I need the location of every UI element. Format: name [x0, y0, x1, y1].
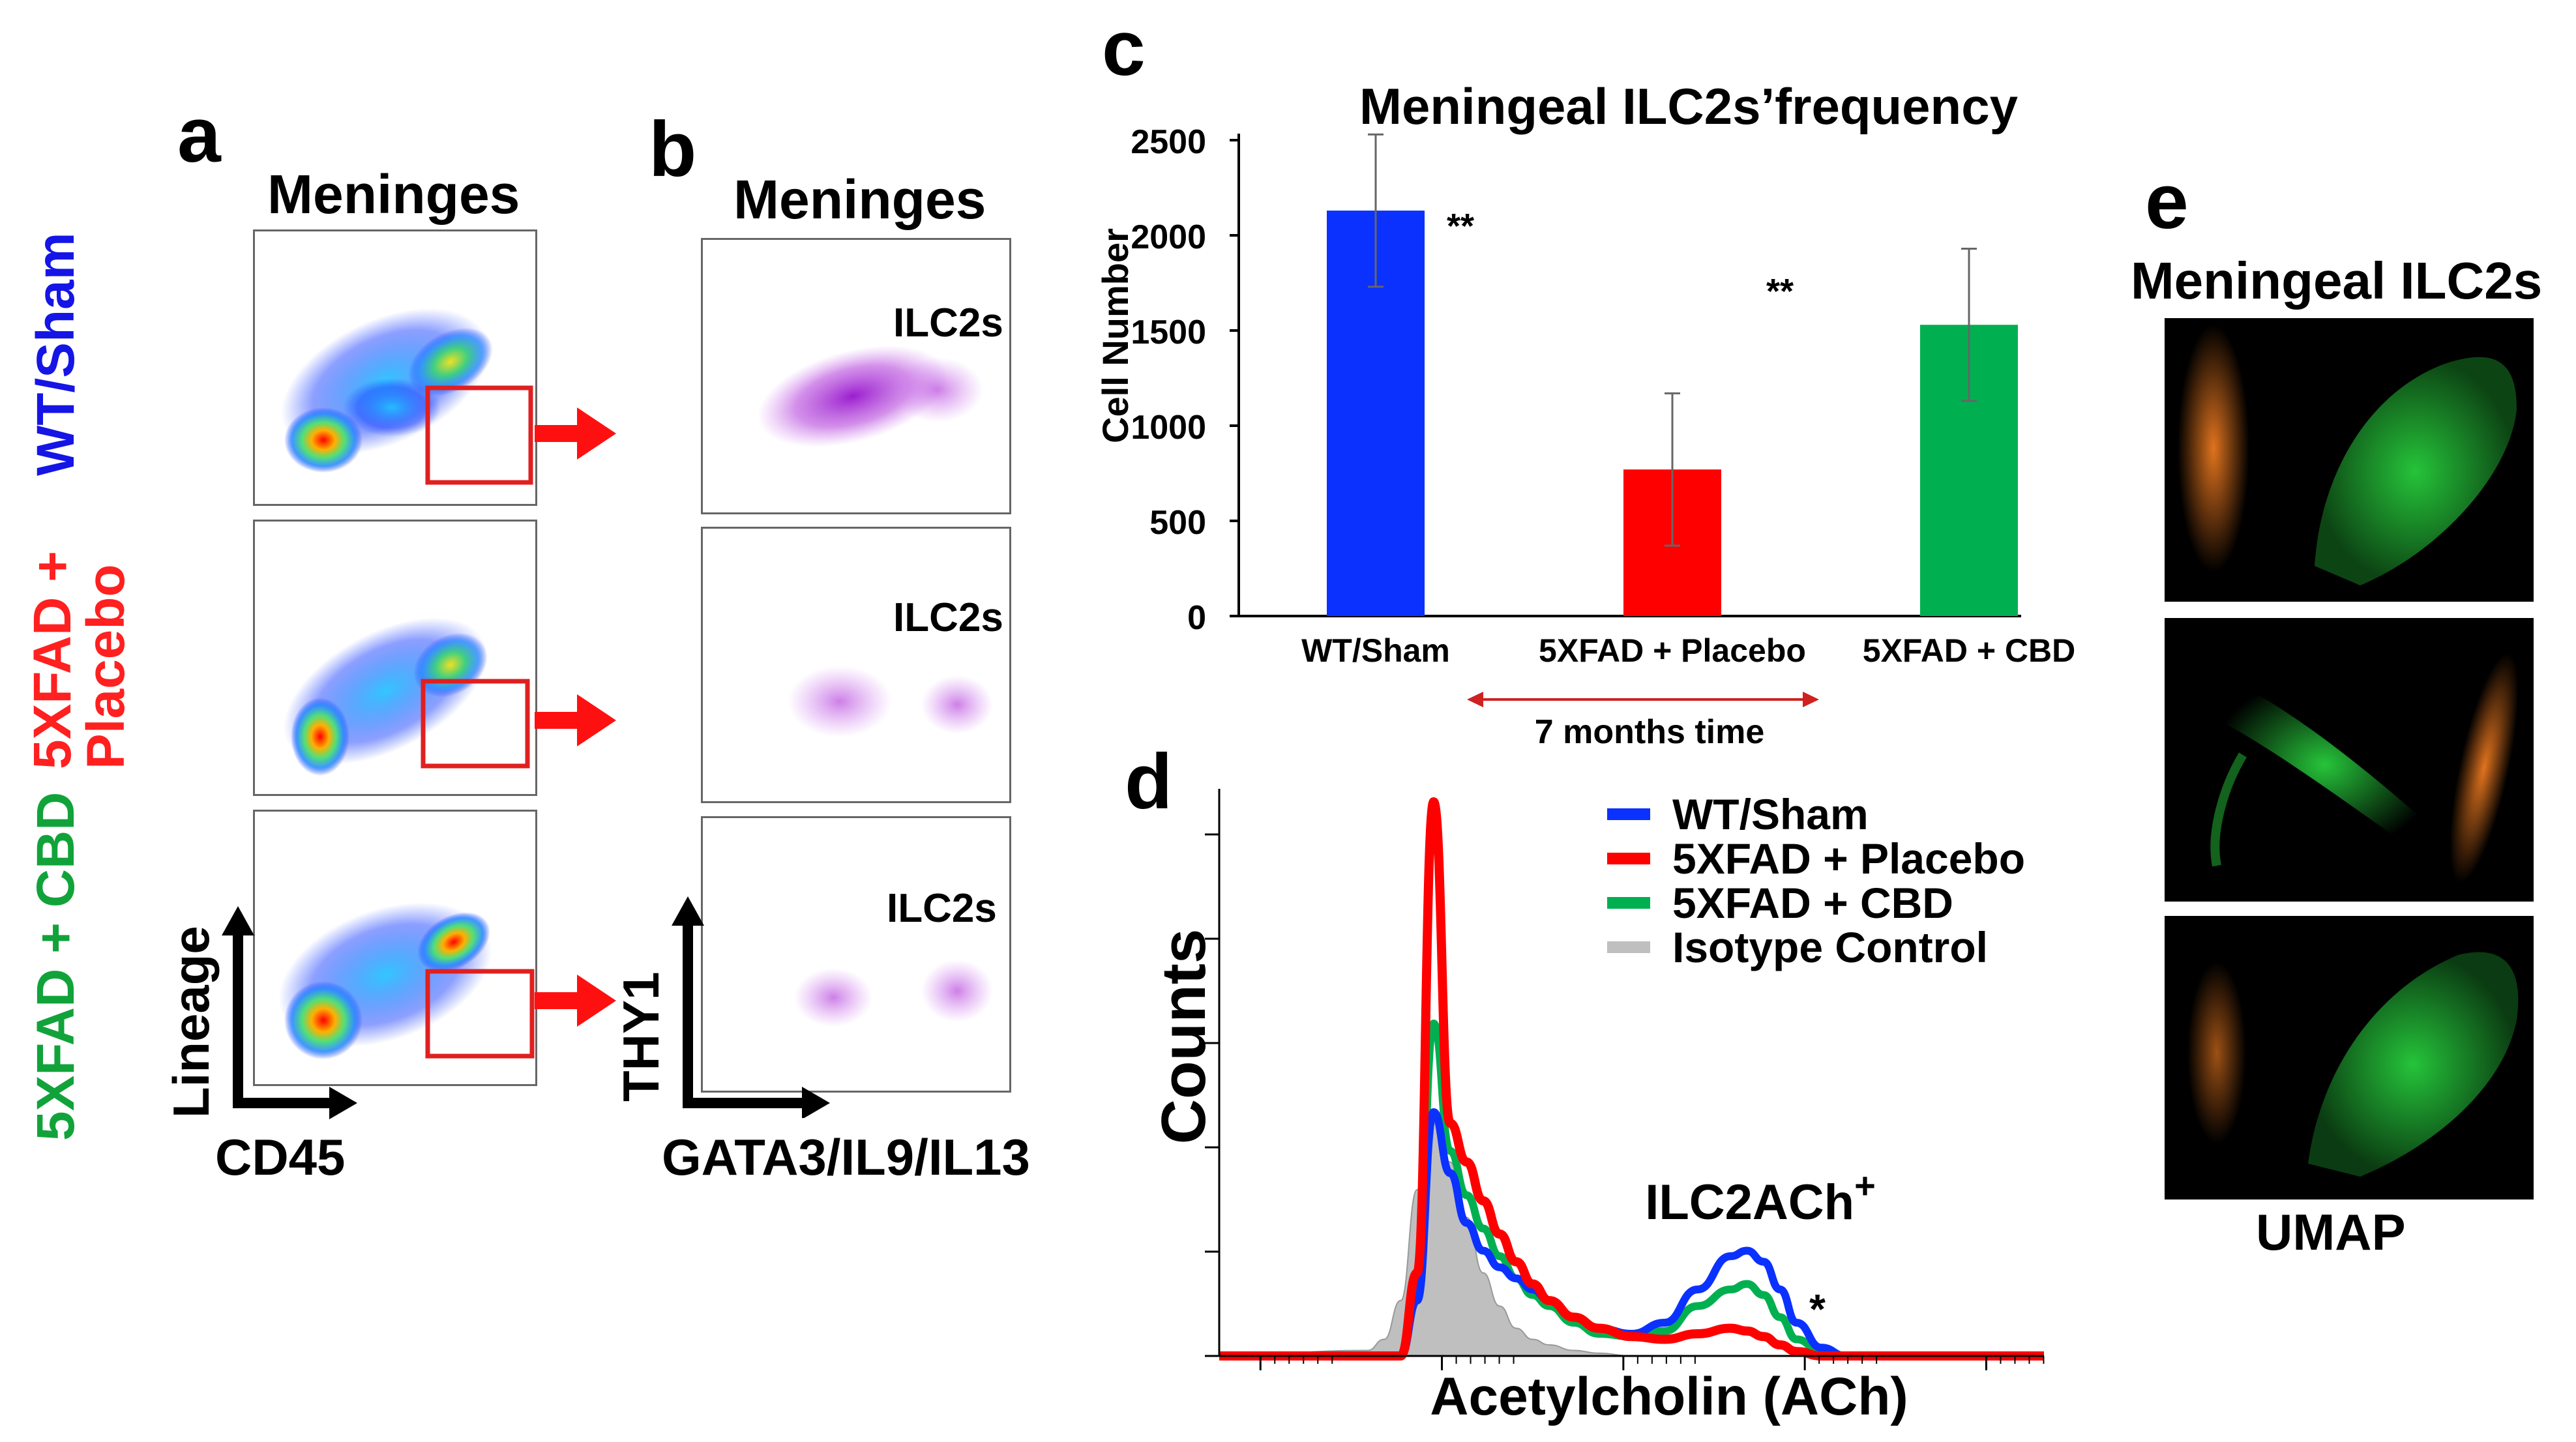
row-label-placebo-line1: 5XFAD + [23, 551, 82, 769]
chart-c-ytick-label: 2000 [1131, 218, 1206, 256]
chart-c-ytick-label: 1000 [1131, 409, 1206, 447]
panel-letter-d: d [1125, 738, 1173, 825]
umap-scatter-cbd [2187, 952, 2519, 1177]
gate-label-b-wt: ILC2s [893, 301, 1003, 346]
axis-arrows-a [222, 906, 357, 1119]
panel-letter-a: a [177, 91, 221, 179]
chart-c-ylabel: Cell Number [1095, 228, 1136, 443]
row-label-wt-sham: WT/Sham [26, 232, 85, 476]
chart-d-series-line [1219, 1108, 2044, 1360]
histogram-d: Acetylcholin (ACh) Counts ILC2ACh+ * WT/… [1149, 789, 2045, 1426]
chart-d-peak-label: ILC2ACh+ [1645, 1165, 1876, 1230]
chart-d-series-isotype-fill [1219, 1122, 2044, 1357]
flow-scatter-b-cbd [794, 960, 993, 1027]
chart-c-significance: ** [1766, 272, 1794, 311]
chart-c-significance: ** [1447, 207, 1474, 246]
panel-letter-b: b [649, 106, 697, 193]
umap-plot-wt [2165, 318, 2534, 602]
gate-label-b-placebo: ILC2s [893, 595, 1003, 640]
gate-a-wt [425, 385, 533, 485]
chart-d-legend-swatch [1607, 897, 1650, 909]
flow-scatter-b-wt [757, 346, 983, 447]
chart-d-peak-label-sup: + [1854, 1165, 1876, 1206]
chart-d-legend-label: Isotype Control [1672, 923, 1988, 971]
umap-scatter-wt [2178, 325, 2517, 585]
flow-plot-b-placebo [701, 527, 1011, 803]
chart-d-peak-label-text: ILC2ACh [1645, 1175, 1854, 1230]
chart-d-legend-label: WT/Sham [1672, 790, 1869, 838]
row-label-cbd-text: 5XFAD + CBD [26, 791, 85, 1141]
flow-plot-b-wt [701, 238, 1011, 514]
chart-c-category-label: 5XFAD + CBD [1863, 632, 2075, 669]
arrow-wt [535, 407, 616, 460]
axis-label-thy1: THY1 [612, 971, 670, 1102]
chart-c-ytick-label: 500 [1149, 504, 1206, 542]
chart-d-legend-swatch [1607, 853, 1650, 864]
panel-a-title: Meninges [267, 164, 520, 225]
row-label-cbd: 5XFAD + CBD [26, 791, 85, 1141]
bar-chart-c: Meningeal ILC2s’frequency Cell Number 0 5… [1095, 78, 2075, 751]
gate-label-b-cbd: ILC2s [887, 886, 997, 931]
chart-d-legend-label: 5XFAD + Placebo [1672, 834, 2025, 883]
row-label-wt-sham-text: WT/Sham [26, 232, 85, 476]
row-label-placebo-line2: Placebo [76, 564, 136, 769]
flow-plot-a-placebo [253, 520, 537, 796]
chart-d-xlabel: Acetylcholin (ACh) [1430, 1367, 1908, 1426]
chart-c-ytick-label: 0 [1187, 599, 1206, 637]
axis-label-umap: UMAP [2256, 1203, 2406, 1261]
chart-d-legend-swatch [1607, 808, 1650, 820]
axis-label-gata3: GATA3/IL9/IL13 [662, 1128, 1030, 1186]
gate-a-placebo [421, 679, 530, 769]
panel-e-title: Meningeal ILC2s [2131, 252, 2543, 310]
axis-label-lineage: Lineage [162, 926, 220, 1118]
flow-density-a-cbd [278, 902, 535, 1059]
arrow-cbd [535, 975, 616, 1027]
panel-letter-c: c [1102, 5, 1146, 92]
flow-scatter-b-placebo [788, 666, 993, 737]
chart-c-ytick-label: 1500 [1131, 314, 1206, 351]
axis-label-cd45: CD45 [215, 1128, 346, 1186]
flow-density-a-wt [281, 308, 533, 485]
umap-plot-cbd [2165, 916, 2534, 1199]
flow-plot-b-cbd [701, 816, 1011, 1093]
flow-plot-a-wt [253, 229, 537, 506]
chart-d-significance: * [1809, 1286, 1826, 1332]
gate-a-cbd [425, 969, 535, 1059]
panel-letter-e: e [2145, 158, 2189, 245]
chart-d-series-line [1219, 1020, 2044, 1360]
chart-c-annotation: 7 months time [1535, 713, 1765, 751]
flow-density-a-placebo [284, 617, 530, 776]
chart-c-category-label: WT/Sham [1301, 632, 1450, 669]
panel-b-title: Meninges [733, 169, 986, 230]
umap-scatter-placebo [2210, 653, 2519, 883]
chart-d-series-line [1219, 797, 2044, 1361]
row-label-placebo: 5XFAD + Placebo [23, 551, 136, 769]
chart-c-category-label: 5XFAD + Placebo [1539, 632, 1806, 669]
axis-arrows-b [672, 896, 830, 1118]
chart-d-legend-label: 5XFAD + CBD [1672, 879, 1953, 927]
chart-c-title: Meningeal ILC2s’frequency [1359, 78, 2018, 135]
chart-c-time-arrowhead-left [1467, 692, 1483, 707]
chart-d-legend-swatch [1607, 941, 1650, 953]
chart-c-time-arrowhead-right [1803, 692, 1819, 707]
umap-plot-placebo [2165, 618, 2534, 902]
arrow-placebo [535, 694, 616, 746]
chart-c-ytick-label: 2500 [1131, 123, 1206, 161]
flow-plot-a-cbd [253, 810, 537, 1086]
chart-d-ylabel: Counts [1149, 929, 1219, 1145]
